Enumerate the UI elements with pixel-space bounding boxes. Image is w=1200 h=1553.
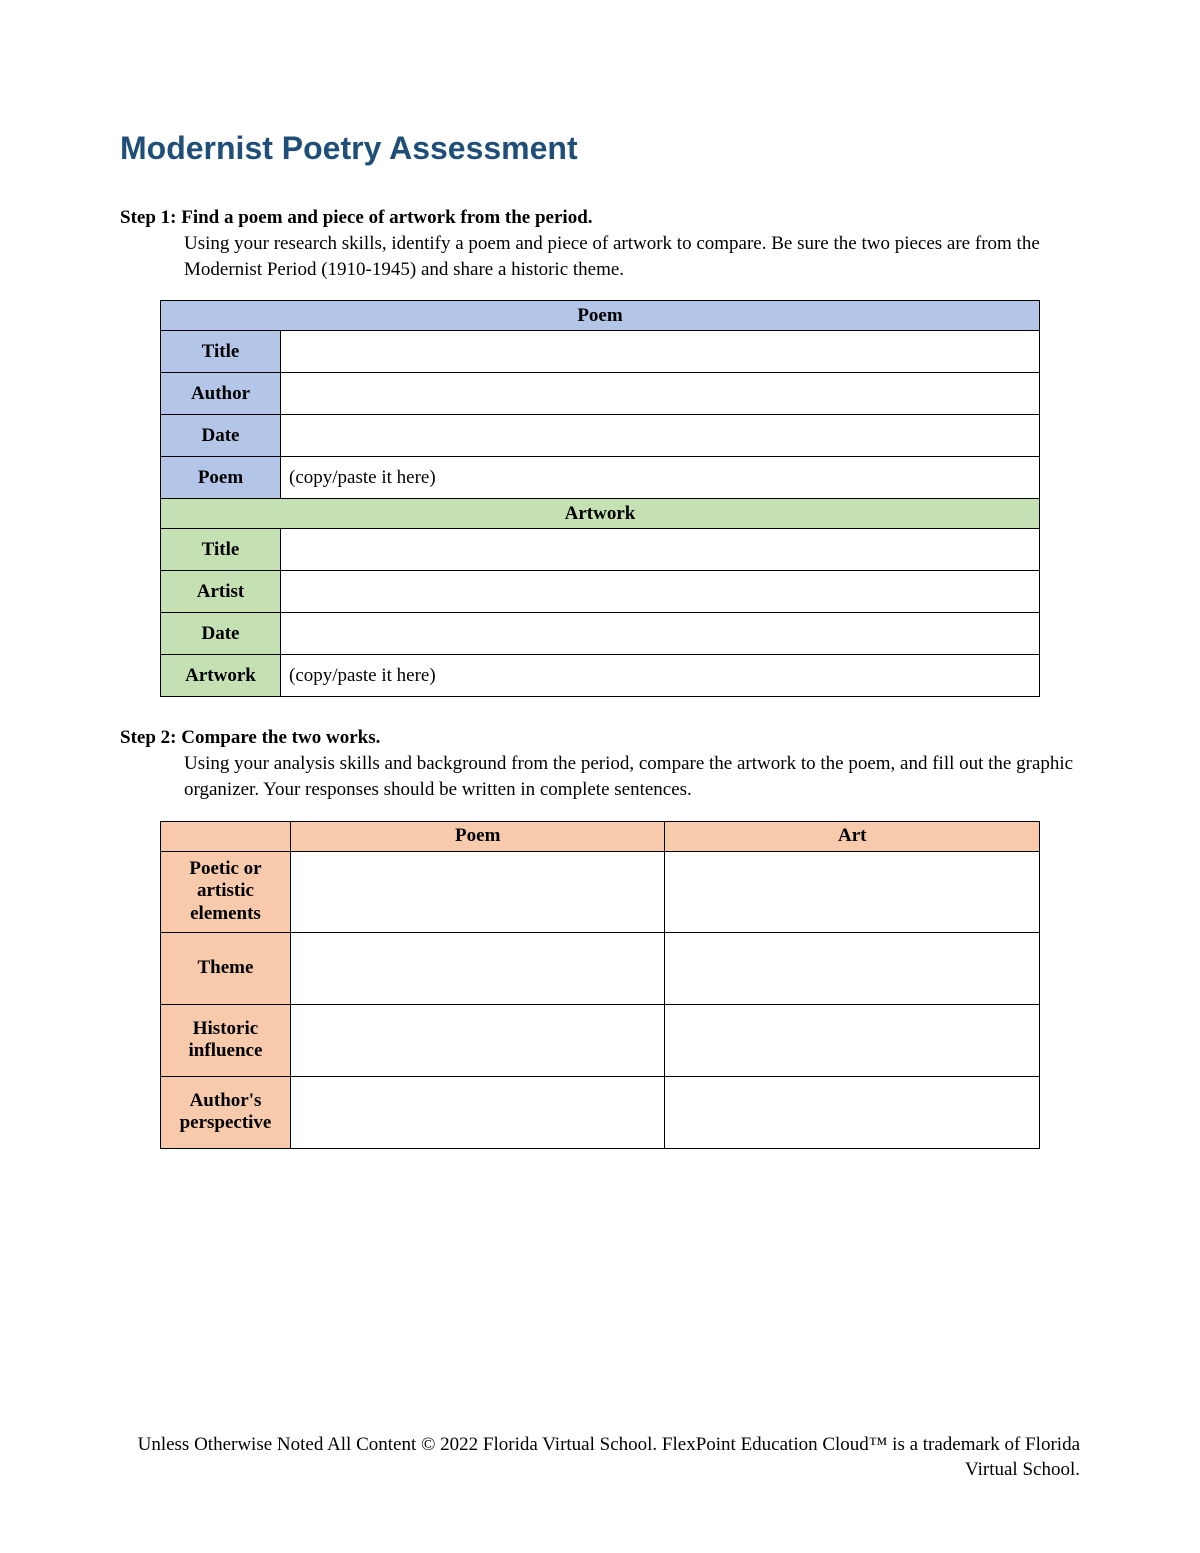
compare-row-theme: Theme [161,932,1040,1004]
poem-content-row: Poem (copy/paste it here) [161,457,1040,499]
document-page: Modernist Poetry Assessment Step 1: Find… [0,0,1200,1553]
poem-author-value[interactable] [281,373,1040,415]
poem-content-label: Poem [161,457,281,499]
artwork-content-value[interactable]: (copy/paste it here) [281,655,1040,697]
page-title: Modernist Poetry Assessment [120,130,1080,167]
artwork-date-row: Date [161,613,1040,655]
artwork-date-value[interactable] [281,613,1040,655]
artwork-content-label: Artwork [161,655,281,697]
compare-row-historic: Historic influence [161,1004,1040,1076]
step2-heading: Step 2: Compare the two works. [120,727,1080,749]
footer-text: Unless Otherwise Noted All Content © 202… [120,1432,1080,1483]
poem-date-label: Date [161,415,281,457]
artwork-artist-row: Artist [161,571,1040,613]
compare-header-art: Art [665,821,1040,851]
poem-title-label: Title [161,331,281,373]
poem-author-row: Author [161,373,1040,415]
compare-label-perspective: Author's perspective [161,1076,291,1148]
step1-body: Using your research skills, identify a p… [184,231,1080,282]
compare-label-elements: Poetic or artistic elements [161,851,291,932]
compare-perspective-art[interactable] [665,1076,1040,1148]
artwork-title-row: Title [161,529,1040,571]
artwork-title-label: Title [161,529,281,571]
compare-row-elements: Poetic or artistic elements [161,851,1040,932]
artwork-artist-label: Artist [161,571,281,613]
artwork-section-header: Artwork [161,499,1040,529]
compare-table: Poem Art Poetic or artistic elements The… [160,821,1040,1149]
artwork-section-row: Artwork [161,499,1040,529]
artwork-date-label: Date [161,613,281,655]
poem-title-row: Title [161,331,1040,373]
poem-section-row: Poem [161,301,1040,331]
compare-historic-art[interactable] [665,1004,1040,1076]
poem-author-label: Author [161,373,281,415]
poem-title-value[interactable] [281,331,1040,373]
artwork-content-row: Artwork (copy/paste it here) [161,655,1040,697]
compare-elements-poem[interactable] [290,851,665,932]
compare-historic-poem[interactable] [290,1004,665,1076]
compare-label-historic: Historic influence [161,1004,291,1076]
artwork-title-value[interactable] [281,529,1040,571]
compare-theme-art[interactable] [665,932,1040,1004]
poem-content-value[interactable]: (copy/paste it here) [281,457,1040,499]
poem-date-row: Date [161,415,1040,457]
compare-perspective-poem[interactable] [290,1076,665,1148]
compare-row-perspective: Author's perspective [161,1076,1040,1148]
compare-header-blank [161,821,291,851]
step1-heading: Step 1: Find a poem and piece of artwork… [120,207,1080,229]
compare-header-poem: Poem [290,821,665,851]
compare-elements-art[interactable] [665,851,1040,932]
step1-block: Step 1: Find a poem and piece of artwork… [120,207,1080,697]
compare-theme-poem[interactable] [290,932,665,1004]
artwork-artist-value[interactable] [281,571,1040,613]
poem-section-header: Poem [161,301,1040,331]
poem-artwork-table: Poem Title Author Date Poem (copy/paste … [160,300,1040,697]
compare-header-row: Poem Art [161,821,1040,851]
step2-block: Step 2: Compare the two works. Using you… [120,727,1080,1149]
step2-body: Using your analysis skills and backgroun… [184,751,1080,802]
poem-date-value[interactable] [281,415,1040,457]
compare-label-theme: Theme [161,932,291,1004]
